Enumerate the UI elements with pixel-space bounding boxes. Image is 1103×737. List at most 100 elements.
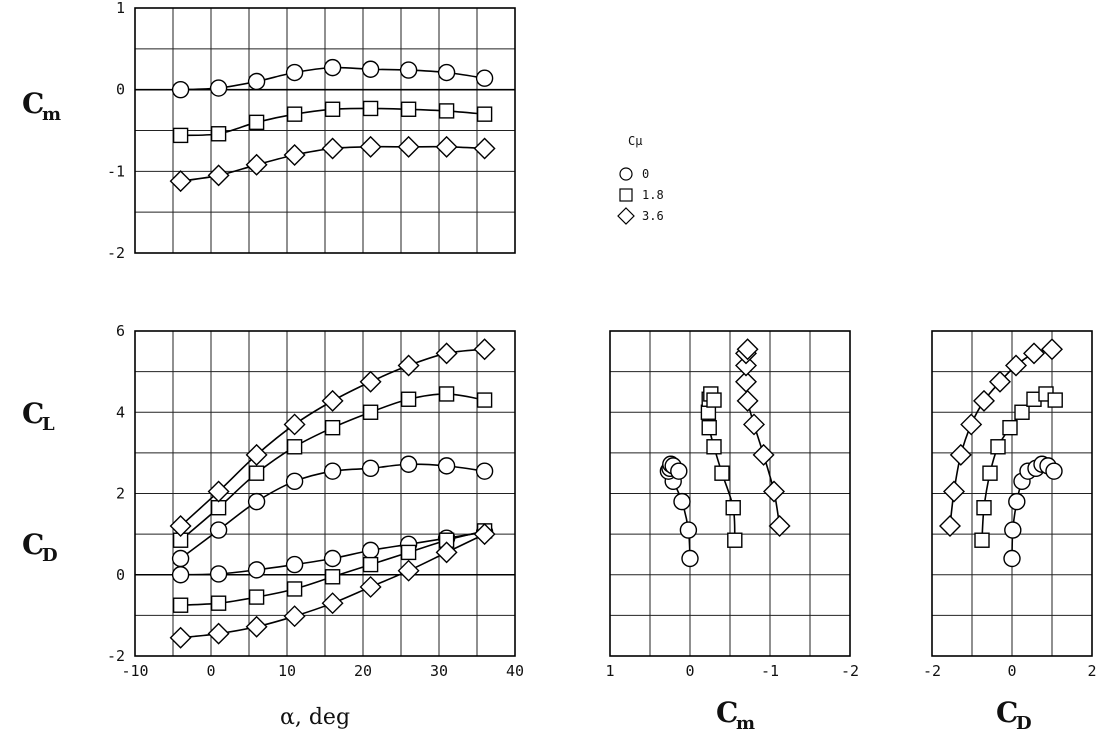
data-point-diamond [169,626,192,649]
data-point-diamond [768,515,791,537]
data-point-square [400,544,417,561]
data-point-circle [679,521,698,539]
plot-frame [134,7,516,254]
data-point-diamond [943,480,965,503]
data-point-diamond [989,370,1011,393]
data-point-diamond [435,541,458,564]
ylabel-cm-sub: m [42,104,61,125]
plot-frame [931,330,1093,657]
data-point-diamond [245,153,268,176]
data-point-square [324,419,341,436]
y-tick-label: 2 [116,485,125,503]
data-point-circle [209,565,228,583]
data-point-square [1014,404,1030,420]
data-point-square [286,439,303,455]
data-point-diamond [359,135,382,158]
data-point-diamond [752,443,775,466]
data-point-diamond [283,605,306,628]
y-tick-label: 1 [116,0,125,17]
data-point-circle [171,566,190,584]
data-point-square [438,386,455,402]
data-point-square [974,532,990,548]
ylabel-cm: C m [22,87,61,125]
data-point-diamond [169,515,192,537]
x-tick-label: -10 [121,662,148,680]
data-point-diamond [397,354,420,377]
data-point-diamond [169,170,192,193]
legend-entry-label: 3.6 [642,209,664,223]
data-point-diamond [949,443,972,466]
data-point-diamond [973,389,995,412]
data-point-diamond [763,480,785,503]
data-point-diamond [743,413,765,436]
ylabel-cm-symbol: C [22,87,44,120]
panel-cm-vs-alpha: 1 0 -1 -2 [107,0,516,262]
data-point-square [324,101,341,117]
xlabel-cm: C m [716,696,755,734]
data-point-circle [323,549,342,568]
data-point-diamond [283,144,306,166]
y-tick-label: 4 [116,403,125,421]
ylabel-cl: C L [22,397,55,435]
ylabel-cd: C D [22,528,58,566]
data-point-square [727,532,743,548]
data-point-square [438,103,455,119]
y-tick-label: 0 [116,566,125,584]
data-point-square [248,114,265,131]
panel-cl-vs-cd: -2 0 2 [923,330,1097,680]
x-tick-label: 40 [506,662,524,680]
data-point-square [714,465,730,481]
data-point-circle [681,549,699,568]
legend: Cμ 0 1.8 3.6 [617,134,664,225]
data-point-square [324,569,341,585]
x-tick-label: -2 [923,662,941,680]
data-point-diamond [397,559,420,582]
panel-cl-vs-cm: 1 0 -1 -2 [605,330,859,680]
x-tick-label: 0 [206,662,215,680]
data-point-diamond [960,413,983,436]
x-tick-label: -1 [761,662,779,680]
data-point-square [701,419,717,436]
data-point-circle [323,462,342,480]
data-point-square [400,391,417,407]
data-point-diamond [736,389,759,412]
x-tick-label: -2 [841,662,859,680]
data-point-square [286,581,303,597]
ylabel-cd-sub: D [42,545,58,566]
data-point-square [990,439,1006,455]
data-point-square [1002,419,1018,436]
data-point-circle [399,61,418,79]
data-point-diamond [321,389,344,412]
data-point-square [362,404,379,420]
data-point-diamond [735,354,757,377]
data-point-circle [247,492,266,511]
data-point-diamond [473,523,496,546]
xlabel-cm-symbol: C [716,696,738,729]
plot-frame [134,330,516,657]
data-point-square [210,595,227,611]
x-tick-label: 0 [685,662,694,680]
data-point-circle [285,63,304,82]
data-point-diamond [1041,338,1063,361]
data-point-square [362,100,379,117]
legend-entry-label: 1.8 [642,188,664,202]
data-point-diamond [473,137,496,160]
data-point-diamond [397,135,420,158]
data-point-diamond [1005,354,1027,377]
data-point-square [248,465,265,481]
data-point-square [172,597,189,613]
data-point-circle [209,521,228,539]
data-point-square [476,392,493,408]
data-point-diamond [736,338,759,361]
data-point-circle [171,549,190,568]
data-point-square [248,589,265,605]
data-point-square [400,101,417,117]
data-point-diamond [939,515,961,537]
data-point-diamond [1023,342,1045,365]
data-point-square [725,500,741,516]
data-point-diamond [359,370,382,393]
data-point-square [976,500,992,516]
data-point-circle [1008,492,1026,511]
